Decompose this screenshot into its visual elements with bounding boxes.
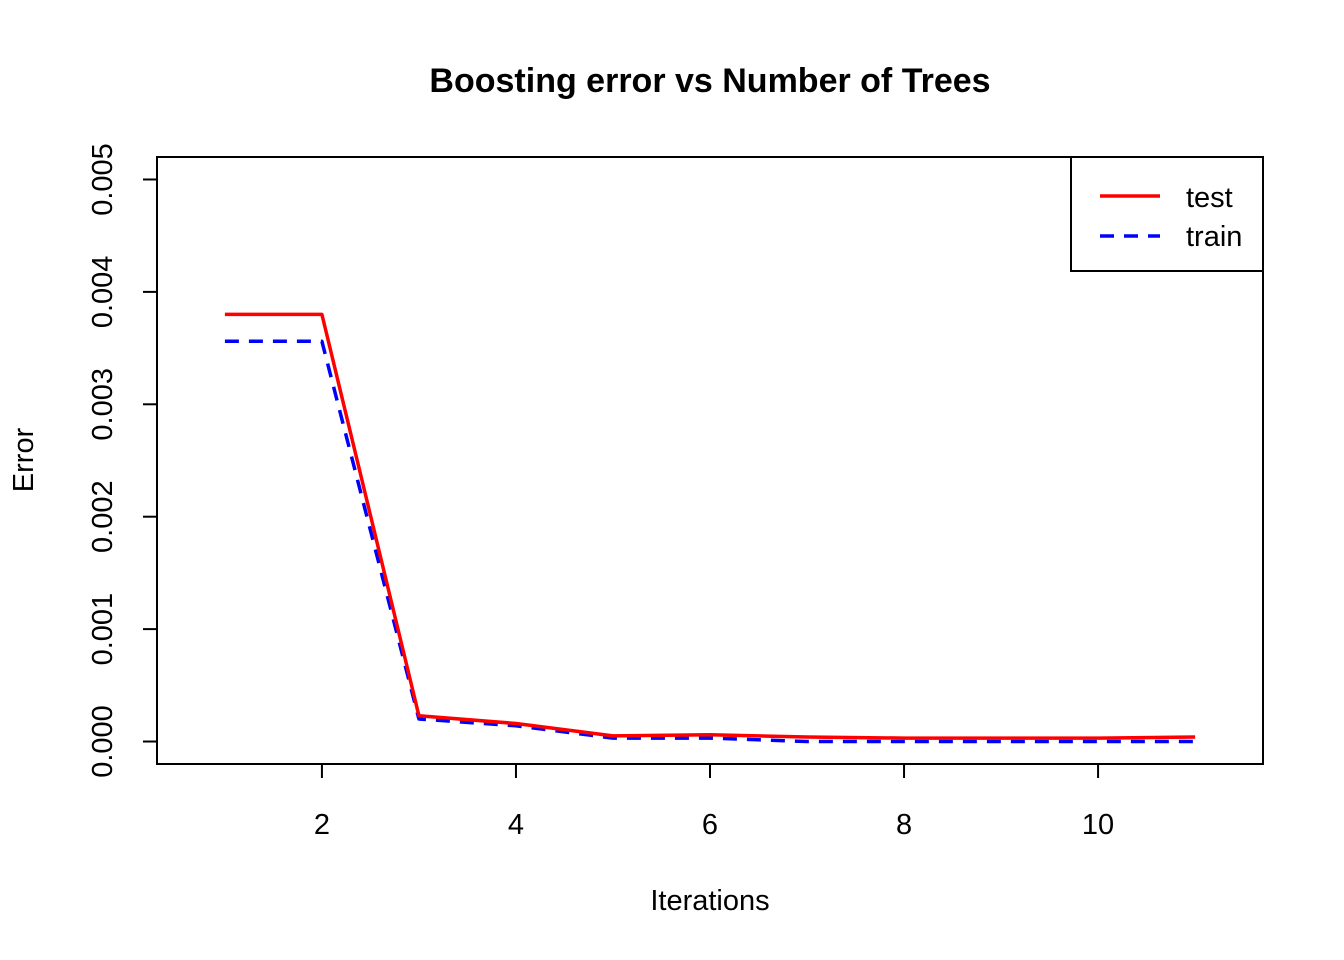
x-axis-label: Iterations <box>650 885 769 917</box>
y-tick-label: 0.004 <box>87 256 119 329</box>
y-tick-label: 0.003 <box>87 368 119 441</box>
y-axis: 0.000 0.001 0.002 0.003 0.004 0.005 <box>87 143 158 778</box>
x-tick-label: 8 <box>896 809 912 841</box>
x-tick-label: 2 <box>314 809 330 841</box>
legend-box <box>1070 156 1264 272</box>
series-line-train <box>224 339 1196 744</box>
x-tick-label: 6 <box>702 809 718 841</box>
y-axis-label: Error <box>8 427 40 492</box>
chart-title: Boosting error vs Number of Trees <box>429 62 990 100</box>
series-layer <box>224 312 1196 744</box>
y-tick-label: 0.000 <box>87 705 119 778</box>
x-axis: 2 4 6 8 10 <box>314 763 1114 841</box>
y-tick-label: 0.005 <box>87 143 119 216</box>
x-tick-label: 4 <box>508 809 524 841</box>
legend-label-train: train <box>1186 221 1242 253</box>
x-tick-label: 10 <box>1082 809 1114 841</box>
series-line-test <box>224 312 1196 740</box>
legend: test train <box>1070 156 1264 272</box>
legend-label-test: test <box>1186 182 1233 214</box>
y-tick-label: 0.001 <box>87 593 119 666</box>
y-tick-label: 0.002 <box>87 480 119 553</box>
